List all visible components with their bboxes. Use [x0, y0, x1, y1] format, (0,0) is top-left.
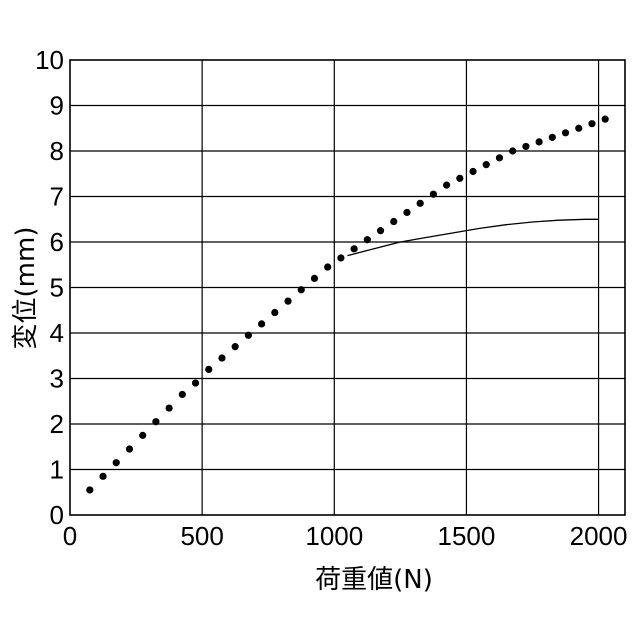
data-point	[337, 254, 344, 261]
y-tick-label: 8	[50, 136, 64, 166]
data-point	[390, 218, 397, 225]
data-point	[179, 391, 186, 398]
data-point	[298, 286, 305, 293]
data-point	[284, 298, 291, 305]
data-point	[218, 354, 225, 361]
x-tick-label: 1000	[305, 521, 363, 551]
x-tick-label: 0	[63, 521, 77, 551]
y-tick-label: 10	[35, 45, 64, 75]
data-point	[126, 445, 133, 452]
data-point	[588, 120, 595, 127]
data-point	[602, 116, 609, 123]
data-point	[469, 168, 476, 175]
data-point	[430, 191, 437, 198]
data-point	[522, 143, 529, 150]
data-point	[549, 134, 556, 141]
y-tick-label: 1	[50, 455, 64, 485]
y-axis-label: 変位(mm)	[11, 227, 41, 350]
data-point	[443, 182, 450, 189]
data-point	[99, 473, 106, 480]
data-point	[324, 263, 331, 270]
data-point	[271, 309, 278, 316]
data-point	[377, 227, 384, 234]
series-dots-layer	[86, 116, 609, 494]
data-point	[536, 138, 543, 145]
data-point	[456, 175, 463, 182]
x-axis-label: 荷重値(N)	[315, 565, 433, 595]
series-line-layer	[348, 219, 599, 255]
series-line	[348, 219, 599, 255]
data-point	[496, 154, 503, 161]
data-point	[311, 275, 318, 282]
y-tick-label: 7	[50, 182, 64, 212]
data-point	[417, 200, 424, 207]
data-point	[258, 320, 265, 327]
data-point	[113, 459, 120, 466]
data-point	[205, 366, 212, 373]
x-tick-label: 2000	[570, 521, 628, 551]
y-tick-label: 4	[50, 318, 64, 348]
x-tick-label: 1500	[438, 521, 496, 551]
data-point	[403, 209, 410, 216]
data-point	[351, 245, 358, 252]
data-point	[152, 418, 159, 425]
y-tick-label: 9	[50, 91, 64, 121]
data-point	[245, 332, 252, 339]
data-point	[575, 125, 582, 132]
grid	[70, 60, 625, 515]
y-tick-label: 5	[50, 273, 64, 303]
tick-labels: 0123456789100500100015002000	[35, 45, 627, 551]
x-tick-label: 500	[180, 521, 223, 551]
data-point	[166, 404, 173, 411]
y-tick-label: 6	[50, 227, 64, 257]
data-point	[562, 129, 569, 136]
data-point	[86, 486, 93, 493]
data-point	[364, 236, 371, 243]
y-tick-label: 2	[50, 409, 64, 439]
data-point	[509, 147, 516, 154]
data-point	[139, 432, 146, 439]
data-point	[483, 161, 490, 168]
y-tick-label: 3	[50, 364, 64, 394]
data-point	[192, 379, 199, 386]
data-point	[232, 343, 239, 350]
